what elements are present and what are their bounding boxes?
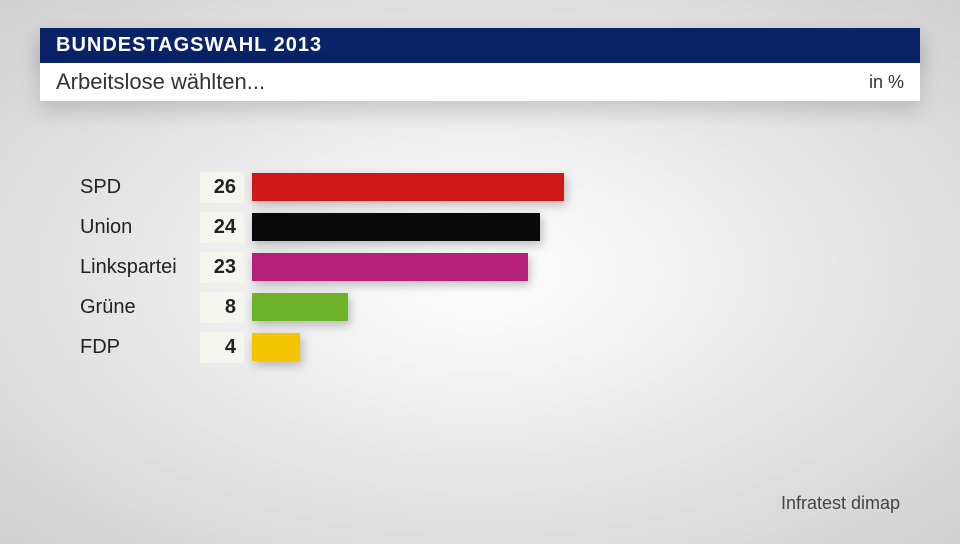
chart-container: BUNDESTAGSWAHL 2013 Arbeitslose wählten.… xyxy=(0,0,960,391)
subtitle-bar: Arbeitslose wählten... in % xyxy=(40,63,920,101)
bar xyxy=(252,293,348,321)
bar-container xyxy=(252,213,920,241)
bar xyxy=(252,213,540,241)
chart-subtitle: Arbeitslose wählten... xyxy=(56,69,265,95)
chart-title: BUNDESTAGSWAHL 2013 xyxy=(56,34,322,56)
bar-container xyxy=(252,293,920,321)
chart-row: Grüne 8 xyxy=(80,291,920,323)
bar-container xyxy=(252,173,920,201)
chart-row: SPD 26 xyxy=(80,171,920,203)
value-box: 24 xyxy=(200,212,244,243)
chart-unit: in % xyxy=(869,72,904,93)
chart-area: SPD 26 Union 24 Linkspartei 23 Grüne 8 xyxy=(80,171,920,363)
chart-row: Union 24 xyxy=(80,211,920,243)
chart-row: FDP 4 xyxy=(80,331,920,363)
bar xyxy=(252,333,300,361)
party-label: Grüne xyxy=(80,296,200,319)
chart-row: Linkspartei 23 xyxy=(80,251,920,283)
bar xyxy=(252,173,564,201)
bar-container xyxy=(252,333,920,361)
value-box: 4 xyxy=(200,332,244,363)
party-label: SPD xyxy=(80,176,200,199)
value-box: 26 xyxy=(200,172,244,203)
value-box: 8 xyxy=(200,292,244,323)
value-box: 23 xyxy=(200,252,244,283)
bar xyxy=(252,253,528,281)
party-label: FDP xyxy=(80,336,200,359)
party-label: Union xyxy=(80,216,200,239)
source-label: Infratest dimap xyxy=(781,493,900,514)
title-bar: BUNDESTAGSWAHL 2013 xyxy=(40,28,920,63)
party-label: Linkspartei xyxy=(80,256,200,279)
bar-container xyxy=(252,253,920,281)
